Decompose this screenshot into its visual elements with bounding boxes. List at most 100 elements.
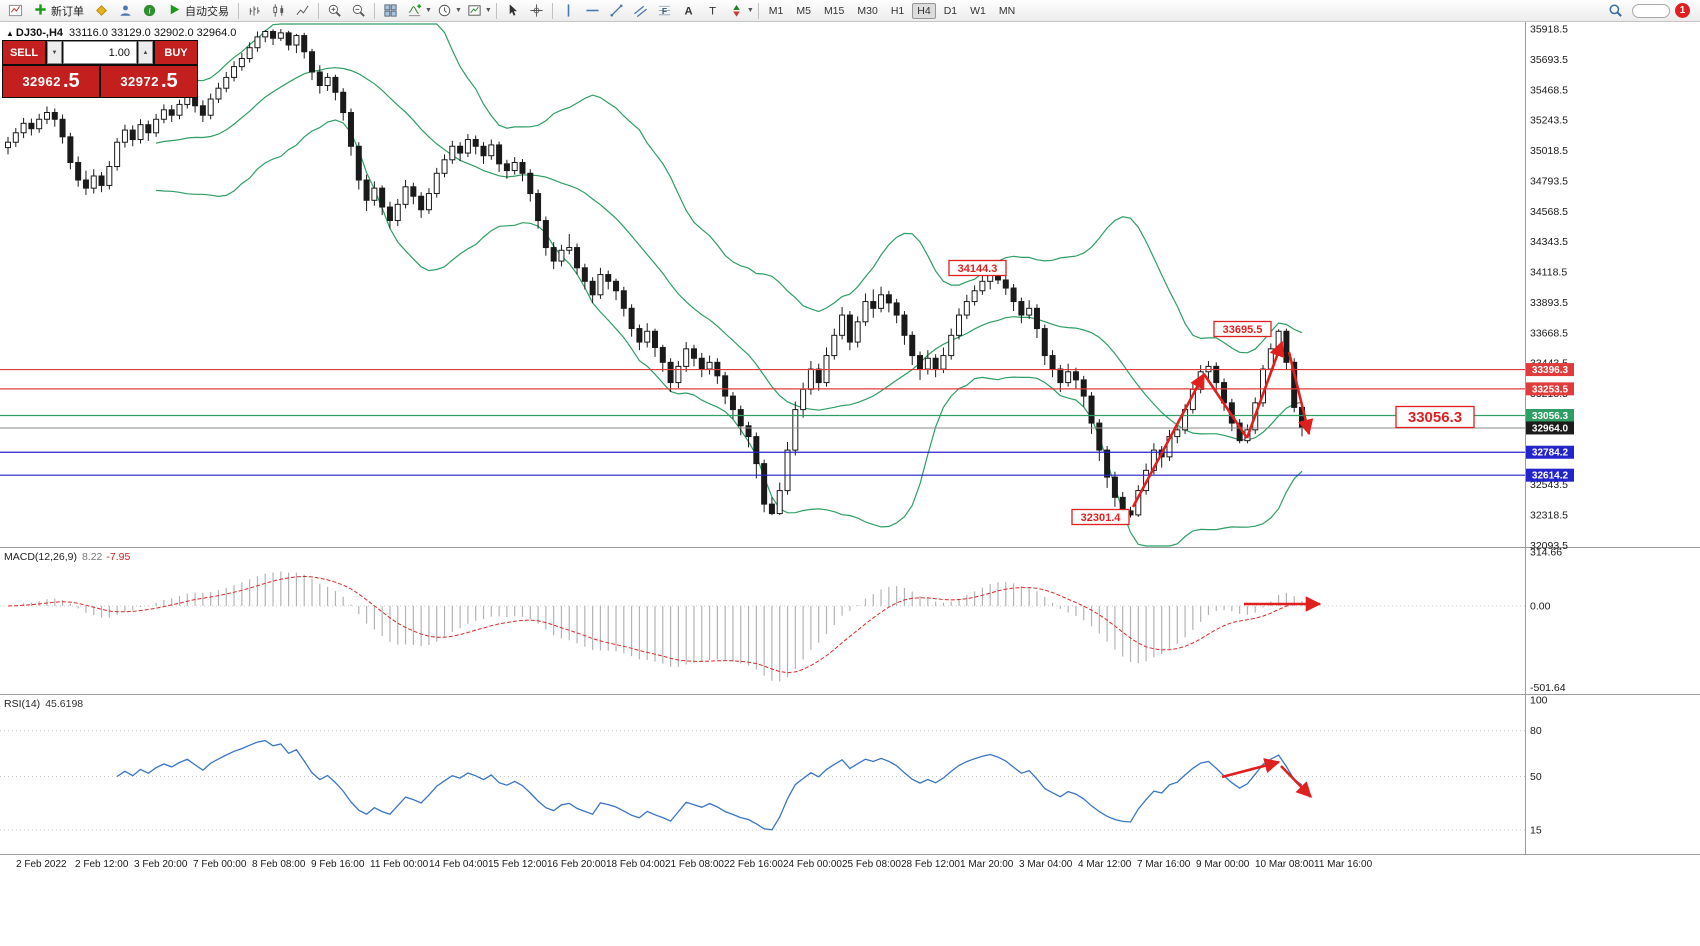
volume-increase-button[interactable]: ▲: [138, 41, 153, 64]
sell-price-frac: .5: [62, 70, 80, 92]
timeframe-h4[interactable]: H4: [912, 2, 936, 19]
timeframe-m30[interactable]: M30: [857, 4, 878, 17]
svg-text:32301.4: 32301.4: [1081, 512, 1122, 524]
community-icon[interactable]: i: [138, 0, 161, 21]
volume-decrease-button[interactable]: ▼: [47, 41, 62, 64]
time-axis-label: 1 Mar 20:00: [960, 859, 1014, 870]
cursor-icon[interactable]: [501, 0, 524, 21]
new-order-button[interactable]: 新订单: [28, 1, 89, 20]
timeframe-d1[interactable]: D1: [943, 4, 958, 17]
volume-input[interactable]: 1.00: [63, 41, 137, 64]
tile-windows-icon[interactable]: [379, 0, 402, 21]
fibonacci-icon[interactable]: F: [653, 0, 676, 21]
label-icon[interactable]: T: [701, 0, 724, 21]
timeframe-m5[interactable]: M5: [796, 4, 811, 17]
crosshair-icon[interactable]: [525, 0, 548, 21]
sell-price[interactable]: 32962.5: [3, 66, 99, 97]
svg-text:32964.0: 32964.0: [1532, 423, 1569, 434]
templates-icon[interactable]: [463, 0, 486, 21]
profile-icon[interactable]: [114, 0, 137, 21]
toolbar-separator: [318, 2, 319, 19]
rsi-label: RSI(14): [4, 698, 41, 710]
auto-trading-button-label: 自动交易: [185, 5, 229, 18]
price-axis: 35918.5 35693.5 35468.5 35243.5 35018.5 34793…: [1530, 24, 1568, 553]
new-order-icon: [33, 2, 48, 20]
macd-signal-line: [7, 575, 1303, 674]
candlestick-chart-icon[interactable]: [267, 0, 290, 21]
time-axis-label: 10 Mar 08:00: [1255, 859, 1314, 870]
line-chart-icon[interactable]: [291, 0, 314, 21]
chart-window-icon[interactable]: [4, 0, 27, 21]
search-input[interactable]: [1632, 3, 1670, 18]
svg-text:33695.5: 33695.5: [1223, 324, 1263, 336]
ohlc-values: 33116.0 33129.0 32902.0 32964.0: [69, 27, 237, 39]
timeframe-h1[interactable]: H1: [890, 4, 905, 17]
dropdown-caret-icon[interactable]: ▼: [454, 7, 462, 14]
buy-price[interactable]: 32972.5: [101, 66, 197, 97]
periods-icon[interactable]: [433, 0, 456, 21]
timeframe-w1[interactable]: W1: [970, 4, 986, 17]
new-order-button-label: 新订单: [51, 5, 84, 18]
timeframe-mn[interactable]: MN: [998, 4, 1016, 17]
time-axis-label: 18 Feb 04:00: [606, 859, 665, 870]
price-tag: 32784.2: [1526, 445, 1574, 459]
svg-text:i: i: [148, 6, 151, 16]
rsi-value: 45.6198: [45, 698, 84, 710]
price-tag: 32614.2: [1526, 468, 1574, 482]
dropdown-caret-icon[interactable]: ▼: [425, 7, 432, 14]
zoom-in-icon[interactable]: [323, 0, 346, 21]
toolbar-separator: [551, 2, 553, 19]
trend-arrow: [1280, 765, 1312, 798]
price-axis-label: 34568.5: [1530, 206, 1568, 218]
price-axis-label: 34793.5: [1530, 175, 1568, 187]
price-axis-label: 32318.5: [1530, 510, 1568, 522]
time-axis-label: 15 Feb 12:00: [488, 859, 547, 870]
rsi-axis-label: 100: [1530, 695, 1548, 707]
chart-plot-area[interactable]: [0, 22, 1525, 855]
one-click-trading-panel: SELL ▼ 1.00 ▲ BUY 32962.5 32972.5: [2, 40, 198, 98]
buy-button[interactable]: BUY: [155, 41, 197, 64]
time-axis-label: 25 Feb 08:00: [842, 859, 901, 870]
text-icon[interactable]: A: [677, 0, 700, 21]
timeframe-m15[interactable]: M15: [823, 4, 845, 17]
trendline-icon[interactable]: [605, 0, 628, 21]
arrows-icon[interactable]: [725, 0, 748, 21]
macd-label: MACD(12,26,9): [4, 551, 77, 563]
price-axis-label: 35018.5: [1530, 145, 1568, 157]
time-axis-label: 16 Feb 20:00: [547, 859, 606, 870]
price-axis-label: 35468.5: [1530, 84, 1568, 96]
toolbar-separator: [495, 2, 497, 19]
search-icon[interactable]: [1604, 0, 1627, 21]
trend-arrow: [1221, 758, 1281, 779]
price-annotations: 34144.3 33695.5 32301.4 33056.3: [948, 259, 1475, 526]
toolbar-separator: [374, 2, 375, 19]
svg-text:T: T: [709, 6, 716, 18]
time-axis-label: 7 Feb 00:00: [193, 859, 247, 870]
mql-market-icon[interactable]: [90, 0, 113, 21]
bar-chart-icon[interactable]: [243, 0, 266, 21]
svg-text:F: F: [662, 6, 667, 16]
panel-separators: [0, 22, 1700, 855]
sell-button[interactable]: SELL: [3, 41, 45, 64]
auto-trading-button[interactable]: 自动交易: [162, 1, 234, 20]
equidistant-channel-icon[interactable]: [629, 0, 652, 21]
svg-text:33056.3: 33056.3: [1532, 411, 1569, 422]
trend-arrow: [1131, 372, 1206, 508]
dropdown-caret-icon[interactable]: ▼: [746, 7, 754, 14]
toolbar-separator: [238, 2, 239, 19]
symbol-arrow-icon: ▲: [6, 29, 14, 38]
zoom-out-icon[interactable]: [347, 0, 370, 21]
time-axis-label: 11 Mar 16:00: [1314, 859, 1373, 870]
horizontal-line-icon[interactable]: [581, 0, 604, 21]
time-axis-label: 22 Feb 16:00: [724, 859, 783, 870]
macd-axis-label: -501.64: [1530, 682, 1566, 694]
indicators-icon[interactable]: [403, 0, 426, 21]
dropdown-caret-icon[interactable]: ▼: [484, 7, 492, 14]
toolbar-separator: [757, 2, 759, 19]
annotation-box: 33056.3: [1395, 405, 1475, 429]
timeframe-m1[interactable]: M1: [768, 4, 784, 17]
notification-badge[interactable]: 1: [1675, 3, 1690, 18]
chart-arrows: [1131, 340, 1314, 508]
vertical-line-icon[interactable]: [557, 0, 580, 21]
